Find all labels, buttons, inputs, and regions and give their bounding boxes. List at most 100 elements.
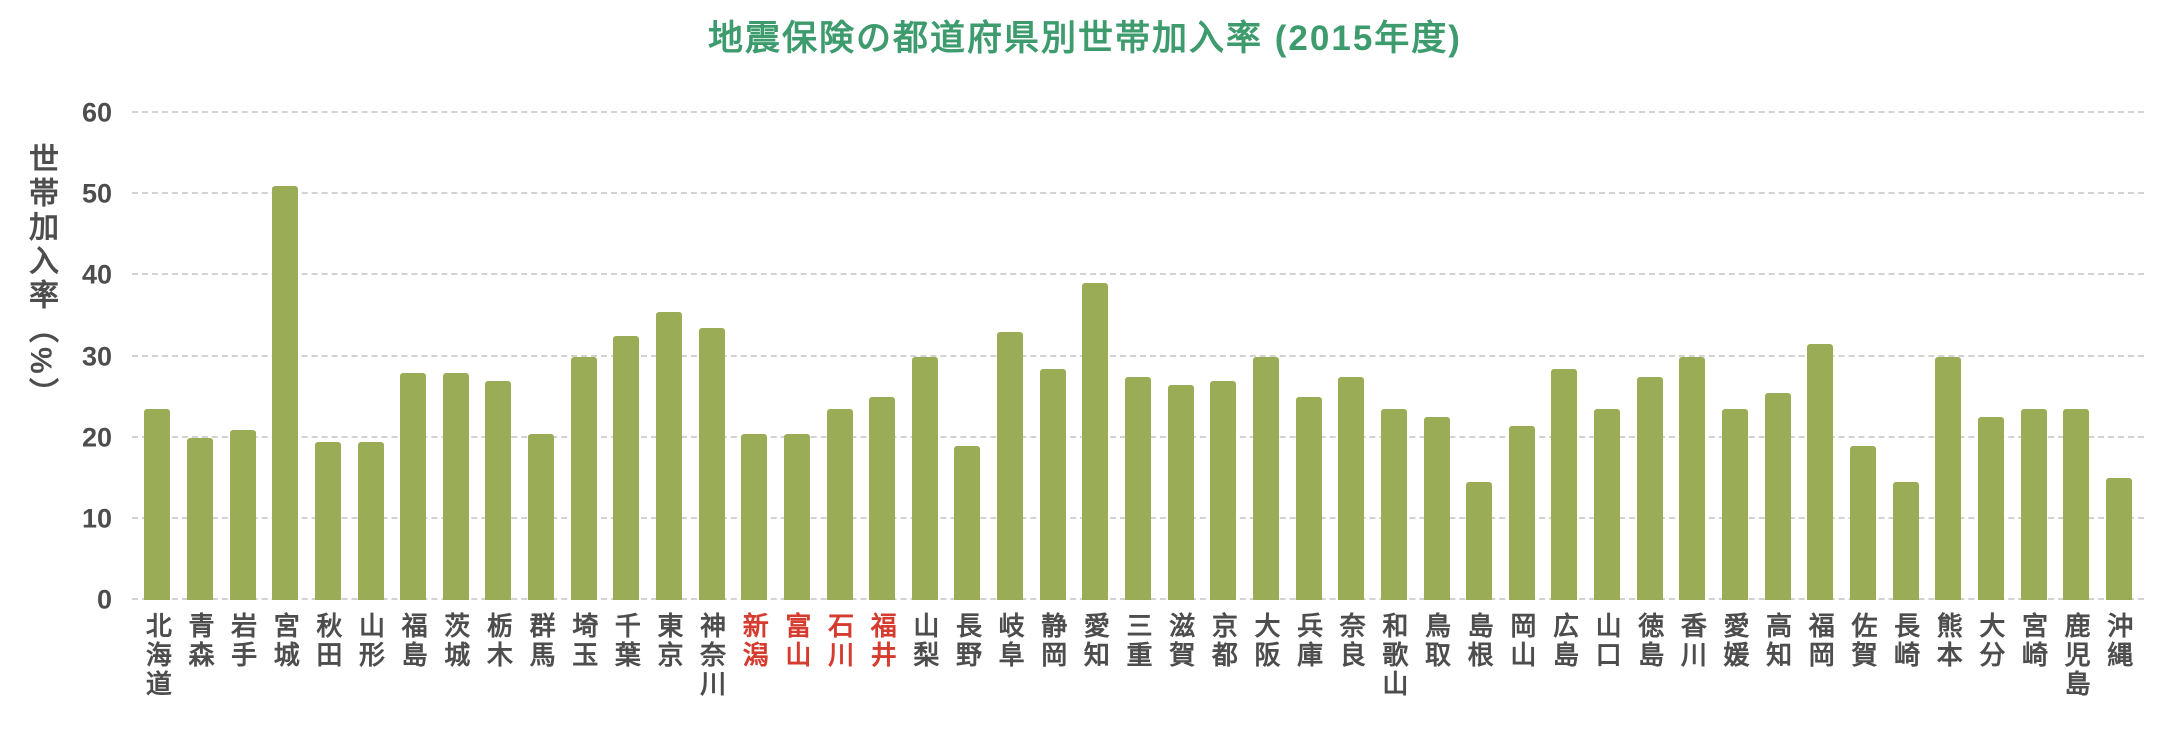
- bar-cell-島根: 島根: [1458, 113, 1501, 670]
- x-tick-label-佐賀: 佐賀: [1847, 612, 1878, 670]
- chart-title: 地震保険の都道府県別世帯加入率 (2015年度): [708, 19, 1462, 58]
- bar-cell-福井: 福井: [861, 113, 904, 670]
- bar-cell-千葉: 千葉: [605, 113, 648, 670]
- x-tick-label-滋賀: 滋賀: [1165, 612, 1196, 670]
- y-tick-label-20: 20: [81, 422, 112, 453]
- x-tick-label-福井: 福井: [867, 612, 898, 670]
- x-tick-label-山形: 山形: [355, 612, 386, 670]
- x-tick-label-千葉: 千葉: [611, 612, 642, 670]
- bar-高知: [1764, 393, 1791, 600]
- bar-福島: [400, 372, 427, 600]
- bar-cell-富山: 富山: [776, 113, 819, 670]
- x-tick-label-山梨: 山梨: [909, 612, 940, 670]
- bar-福井: [869, 397, 896, 600]
- x-tick-label-長野: 長野: [952, 612, 983, 670]
- x-tick-label-石川: 石川: [824, 612, 855, 670]
- bar-cell-岡山: 岡山: [1501, 113, 1544, 670]
- gridline-50: [132, 192, 2144, 195]
- bar-長野: [954, 445, 981, 600]
- x-tick-label-宮崎: 宮崎: [2018, 612, 2049, 670]
- bar-熊本: [1935, 356, 1962, 600]
- x-tick-label-静岡: 静岡: [1037, 612, 1068, 670]
- bar-滋賀: [1167, 384, 1194, 600]
- bar-cell-愛知: 愛知: [1074, 113, 1117, 670]
- bar-cell-香川: 香川: [1671, 113, 1714, 670]
- x-tick-label-新潟: 新潟: [739, 612, 770, 670]
- x-tick-label-岐阜: 岐阜: [995, 612, 1026, 670]
- bar-cell-京都: 京都: [1202, 113, 1245, 670]
- bar-島根: [1466, 482, 1493, 600]
- bar-栃木: [485, 380, 512, 600]
- plot-area: 0 10 20 30 40 50 60 北海道 青森 岩手 宮城 秋田 山形 福島 茨城 栃木 群馬 埼玉 千葉 東京…: [82, 99, 2144, 699]
- x-tick-label-長崎: 長崎: [1890, 612, 1921, 670]
- x-tick-label-神奈川: 神奈川: [696, 612, 727, 699]
- x-tick-label-山口: 山口: [1592, 612, 1623, 670]
- bar-cell-東京: 東京: [648, 113, 691, 670]
- bar-岡山: [1508, 425, 1535, 600]
- x-tick-label-高知: 高知: [1762, 612, 1793, 670]
- y-tick-label-10: 10: [81, 503, 112, 534]
- bar-cell-石川: 石川: [818, 113, 861, 670]
- bar-奈良: [1338, 376, 1365, 600]
- bar-cell-山口: 山口: [1586, 113, 1629, 670]
- x-tick-label-広島: 広島: [1549, 612, 1580, 670]
- bar-北海道: [144, 409, 171, 600]
- bar-cell-埼玉: 埼玉: [562, 113, 605, 670]
- gridline-60: [132, 111, 2144, 113]
- bar-cell-新潟: 新潟: [733, 113, 776, 670]
- bar-cell-岐阜: 岐阜: [989, 113, 1032, 670]
- bar-三重: [1125, 376, 1152, 600]
- bar-cell-三重: 三重: [1117, 113, 1160, 670]
- bar-cell-宮崎: 宮崎: [2012, 113, 2055, 670]
- bar-山口: [1594, 409, 1621, 600]
- bar-大分: [1977, 417, 2004, 600]
- bar-cell-秋田: 秋田: [307, 113, 350, 670]
- x-tick-label-大阪: 大阪: [1250, 612, 1281, 670]
- bar-福岡: [1807, 344, 1834, 600]
- bar-兵庫: [1295, 397, 1322, 600]
- bar-沖縄: [2105, 478, 2132, 600]
- bar-cell-神奈川: 神奈川: [690, 113, 733, 699]
- bar-和歌山: [1380, 409, 1407, 600]
- bar-cell-奈良: 奈良: [1330, 113, 1373, 670]
- bar-cell-青森: 青森: [179, 113, 222, 670]
- bar-佐賀: [1849, 445, 1876, 600]
- gridline-30: [132, 354, 2144, 357]
- bar-cell-岩手: 岩手: [221, 113, 264, 670]
- bar-cell-群馬: 群馬: [520, 113, 563, 670]
- bar-宮城: [272, 186, 299, 600]
- bar-cell-兵庫: 兵庫: [1287, 113, 1330, 670]
- x-tick-label-青森: 青森: [184, 612, 215, 670]
- x-tick-label-群馬: 群馬: [526, 612, 557, 670]
- bar-cell-沖縄: 沖縄: [2097, 113, 2140, 670]
- x-tick-label-香川: 香川: [1677, 612, 1708, 670]
- x-tick-label-岡山: 岡山: [1506, 612, 1537, 670]
- bar-大阪: [1252, 356, 1279, 600]
- bar-cell-静岡: 静岡: [1031, 113, 1074, 670]
- bar-富山: [783, 433, 810, 600]
- bar-cell-鳥取: 鳥取: [1415, 113, 1458, 670]
- bar-cell-茨城: 茨城: [434, 113, 477, 670]
- y-tick-label-30: 30: [81, 341, 112, 371]
- y-axis-title: 世帯加入率（%）: [24, 143, 57, 412]
- bar-鹿児島: [2063, 409, 2090, 600]
- x-tick-label-和歌山: 和歌山: [1378, 612, 1409, 699]
- bar-岩手: [229, 429, 256, 600]
- x-tick-label-東京: 東京: [654, 612, 684, 670]
- x-tick-label-徳島: 徳島: [1634, 612, 1665, 670]
- bar-cell-北海道: 北海道: [136, 113, 179, 699]
- x-tick-label-熊本: 熊本: [1933, 612, 1964, 670]
- x-tick-label-奈良: 奈良: [1336, 612, 1367, 670]
- x-tick-label-兵庫: 兵庫: [1293, 612, 1324, 670]
- bar-鳥取: [1423, 417, 1450, 600]
- bar-cell-大阪: 大阪: [1245, 113, 1288, 670]
- bars-row: 北海道 青森 岩手 宮城 秋田 山形 福島 茨城 栃木 群馬 埼玉 千葉 東京 神奈川 新潟 富山 石川 福井 山梨…: [132, 113, 2144, 699]
- bar-広島: [1551, 368, 1578, 600]
- bar-cell-高知: 高知: [1756, 113, 1799, 670]
- bar-群馬: [528, 433, 555, 600]
- bar-茨城: [442, 372, 469, 600]
- x-tick-label-栃木: 栃木: [483, 612, 514, 670]
- x-tick-label-鹿児島: 鹿児島: [2061, 612, 2092, 699]
- bar-長崎: [1892, 482, 1919, 600]
